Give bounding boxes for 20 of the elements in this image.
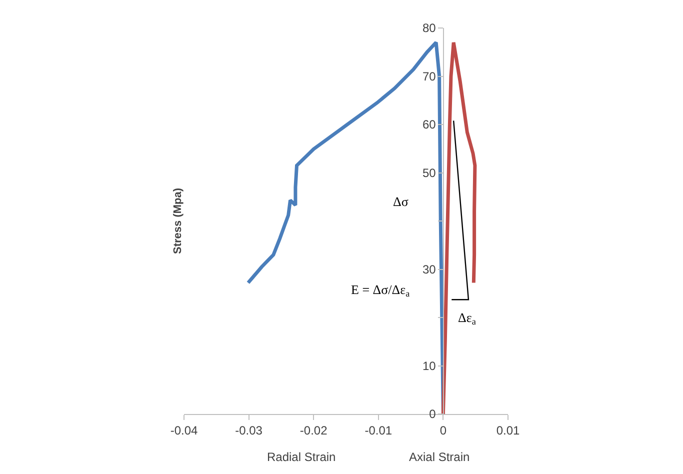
annotation: Δε$_{a}$ xyxy=(458,310,476,327)
y-tick-label: 30 xyxy=(422,262,436,276)
annotation: E = Δσ/Δε$_{a}$ xyxy=(351,282,410,299)
line-series xyxy=(441,40,477,414)
y-tick-label: 50 xyxy=(422,166,436,180)
x-tick-label: -0.02 xyxy=(300,423,328,438)
y-tick-label: 60 xyxy=(422,118,436,132)
x-tick-label: 0 xyxy=(440,423,447,438)
y-tick-label: 0 xyxy=(429,407,436,422)
y-tick-label: 10 xyxy=(422,358,436,373)
text: Axial Strain xyxy=(409,450,470,464)
x-tick-label: -0.03 xyxy=(235,423,263,438)
x-tick-label: -0.01 xyxy=(364,423,392,438)
y-tick-label: 80 xyxy=(422,21,436,36)
x-tick-label: -0.04 xyxy=(170,423,198,438)
y-axis-title: Stress (Mpa) xyxy=(172,188,184,254)
x-tick-label: 0.01 xyxy=(496,423,520,438)
x-axis-title: Radial Strain xyxy=(267,450,336,464)
annotation: Δσ xyxy=(393,194,408,209)
y-tick-label: 70 xyxy=(422,69,436,84)
